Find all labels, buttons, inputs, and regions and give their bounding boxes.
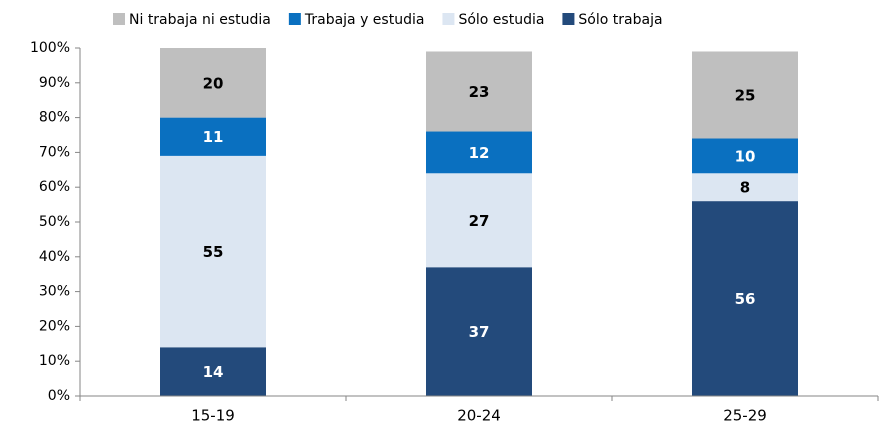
data-label: 56 <box>735 290 756 308</box>
data-label: 14 <box>203 363 224 381</box>
y-tick-label: 70% <box>39 144 70 160</box>
x-tick-label: 15-19 <box>191 407 235 425</box>
bar-segment <box>160 117 266 156</box>
x-tick-label: 20-24 <box>457 407 501 425</box>
data-label: 37 <box>469 323 490 341</box>
y-tick-label: 60% <box>39 179 70 195</box>
y-tick-label: 50% <box>39 214 70 230</box>
bar-segment <box>426 51 532 132</box>
data-label: 23 <box>469 83 490 101</box>
bar-segment <box>692 51 798 139</box>
legend-label: Sólo trabaja <box>578 12 662 28</box>
legend-label: Ni trabaja ni estudia <box>129 12 271 28</box>
legend-swatch <box>288 13 301 25</box>
bar-segment <box>426 131 532 174</box>
bar-segment <box>160 347 266 396</box>
data-label: 25 <box>735 86 756 104</box>
data-label: 8 <box>740 179 750 197</box>
x-tick-label: 25-29 <box>723 407 767 425</box>
y-tick-label: 40% <box>39 249 70 265</box>
bar-segment <box>692 138 798 174</box>
bar-segment <box>692 201 798 396</box>
y-tick-label: 80% <box>39 110 70 126</box>
data-label: 12 <box>469 144 490 162</box>
data-label: 10 <box>735 147 756 165</box>
bar-segment <box>426 267 532 396</box>
y-tick-label: 90% <box>39 75 70 91</box>
legend-swatch <box>562 13 575 25</box>
data-label: 27 <box>469 212 490 230</box>
legend-label: Sólo estudia <box>458 12 544 28</box>
y-tick-label: 10% <box>39 353 70 369</box>
data-label: 20 <box>203 74 224 92</box>
y-tick-label: 20% <box>39 318 70 334</box>
legend-swatch <box>442 13 455 25</box>
y-tick-label: 0% <box>48 388 70 404</box>
data-label: 11 <box>203 128 224 146</box>
bar-segment <box>426 173 532 268</box>
data-label: 55 <box>203 243 224 261</box>
legend-label: Trabaja y estudia <box>304 12 425 28</box>
legend-swatch <box>113 13 125 25</box>
y-tick-label: 30% <box>39 284 70 300</box>
y-tick-label: 100% <box>30 40 70 56</box>
bar-segment <box>160 155 266 348</box>
bar-segment <box>692 173 798 202</box>
bar-segment <box>160 48 266 118</box>
